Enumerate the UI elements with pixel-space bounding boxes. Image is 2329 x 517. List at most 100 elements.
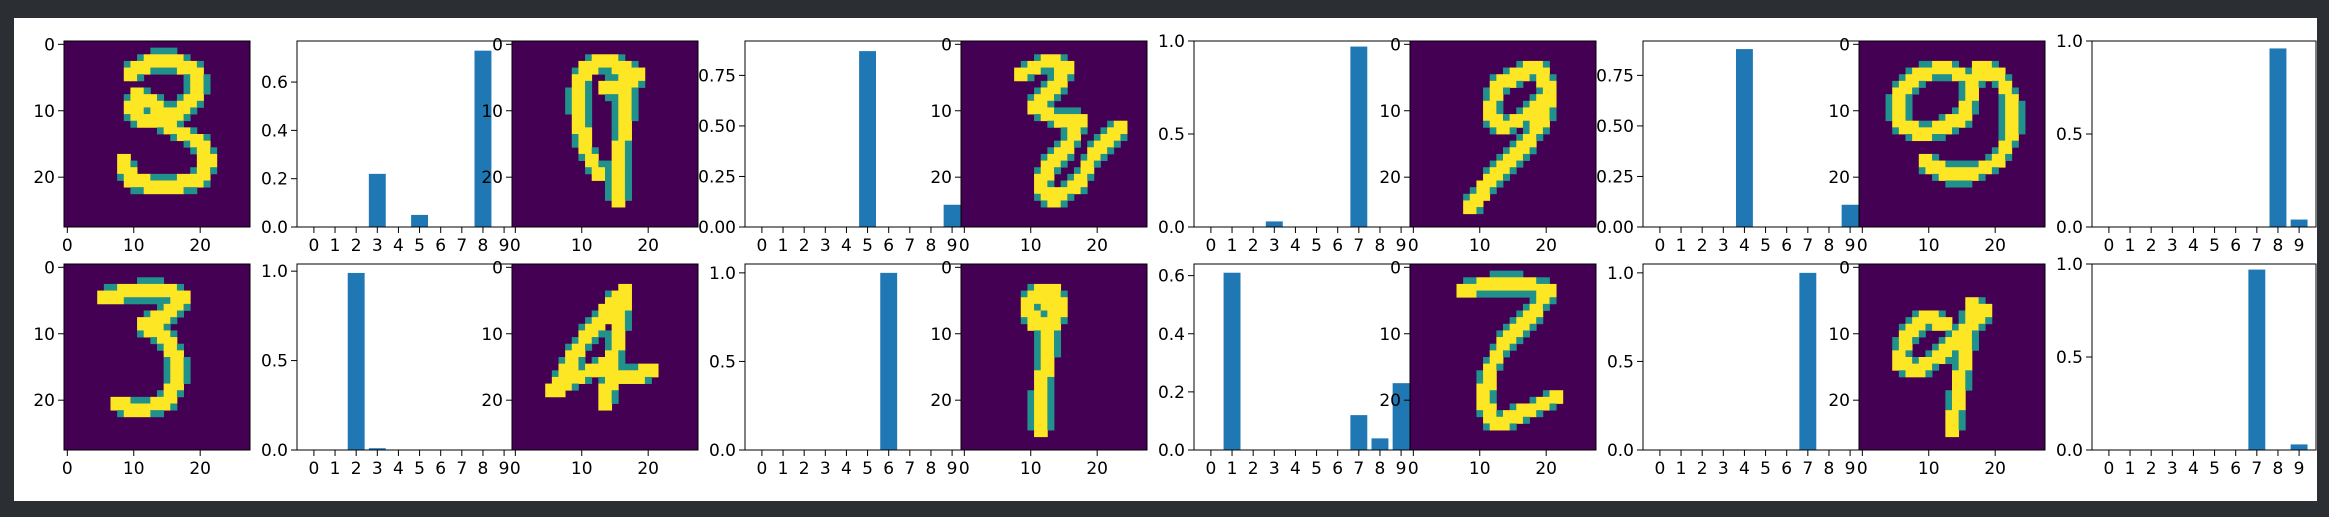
image-pixel <box>1945 357 1953 365</box>
image-pixel <box>1040 80 1048 88</box>
image-pixel <box>123 290 131 298</box>
image-pixel <box>157 114 165 122</box>
image-pixel <box>611 363 619 371</box>
image-pixel <box>2005 100 2013 108</box>
image-pixel <box>1898 114 1906 122</box>
image-pixel <box>1483 277 1491 285</box>
image-pixel <box>1060 74 1068 82</box>
image-pixel <box>103 297 111 305</box>
image-pixel <box>1047 167 1055 175</box>
image-pixel <box>585 343 593 351</box>
image-pixel <box>157 127 165 135</box>
image-pixel <box>1047 147 1055 155</box>
x-tick-label: 0 <box>959 459 970 479</box>
image-pixel <box>1516 140 1524 148</box>
x-tick-label: 0 <box>1408 236 1419 256</box>
image-pixel <box>183 94 191 102</box>
image-pixel <box>1958 167 1966 175</box>
image-pixel <box>1060 127 1068 135</box>
image-pixel <box>1027 100 1035 108</box>
image-pixel <box>190 107 198 115</box>
image-pixel <box>1529 140 1537 148</box>
image-pixel <box>183 290 191 298</box>
image-pixel <box>1952 60 1960 68</box>
image-pixel <box>1542 120 1550 128</box>
image-pixel <box>1489 376 1497 384</box>
image-pixel <box>163 350 171 358</box>
image-pixel <box>1483 357 1491 365</box>
image-pixel <box>578 350 586 358</box>
image-pixel <box>1509 160 1517 168</box>
image-pixel <box>190 74 198 82</box>
image-pixel <box>1952 127 1960 135</box>
y-tick-label: 0 <box>44 35 55 55</box>
image-pixel <box>1971 80 1979 88</box>
probability-bar-chart: 0 1 2 3 4 5 6 7 8 90.00.51.0 <box>2056 255 2317 479</box>
image-pixel <box>638 74 646 82</box>
image-pixel <box>1938 160 1946 168</box>
image-pixel <box>163 363 171 371</box>
image-pixel <box>1067 140 1075 148</box>
x-tick-label: 0 <box>1654 236 1665 256</box>
image-pixel <box>1080 180 1088 188</box>
image-pixel <box>1509 423 1517 431</box>
image-pixel <box>1034 60 1042 68</box>
image-pixel <box>1958 376 1966 384</box>
image-pixel <box>1509 67 1517 75</box>
image-pixel <box>1516 403 1524 411</box>
image-pixel <box>1503 67 1511 75</box>
image-pixel <box>624 160 632 168</box>
image-pixel <box>190 94 198 102</box>
image-pixel <box>203 153 211 161</box>
image-pixel <box>150 410 158 418</box>
image-pixel <box>1489 270 1497 278</box>
image-pixel <box>1522 60 1530 68</box>
image-pixel <box>1489 74 1497 82</box>
image-pixel <box>611 350 619 358</box>
image-pixel <box>103 290 111 298</box>
image-pixel <box>1034 297 1042 305</box>
image-pixel <box>1034 390 1042 398</box>
image-pixel <box>598 87 606 95</box>
image-pixel <box>1945 337 1953 345</box>
image-pixel <box>1965 180 1973 188</box>
image-pixel <box>1060 160 1068 168</box>
bar <box>1841 204 1859 227</box>
image-pixel <box>1496 80 1504 88</box>
image-pixel <box>1912 323 1920 331</box>
image-pixel <box>137 94 145 102</box>
image-pixel <box>1503 330 1511 338</box>
image-pixel <box>1542 107 1550 115</box>
image-pixel <box>1549 74 1557 82</box>
image-pixel <box>163 67 171 75</box>
image-pixel <box>1965 310 1973 318</box>
x-tick-label: 7 <box>1802 236 1813 256</box>
image-pixel <box>1938 114 1946 122</box>
image-pixel <box>638 376 646 384</box>
x-tick-label: 0 <box>510 459 521 479</box>
bar <box>1735 49 1753 228</box>
image-pixel <box>624 310 632 318</box>
image-pixel <box>1971 107 1979 115</box>
y-tick-label: 0 <box>492 35 503 55</box>
image-pixel <box>1985 67 1993 75</box>
image-pixel <box>565 343 573 351</box>
image-pixel <box>1040 67 1048 75</box>
image-pixel <box>1054 67 1062 75</box>
image-pixel <box>624 107 632 115</box>
image-pixel <box>578 74 586 82</box>
x-tick-label: 7 <box>456 236 467 256</box>
image-pixel <box>624 153 632 161</box>
image-pixel <box>624 290 632 298</box>
image-pixel <box>1958 323 1966 331</box>
image-pixel <box>1476 403 1484 411</box>
image-pixel <box>1027 74 1035 82</box>
image-pixel <box>196 153 204 161</box>
image-pixel <box>1932 134 1940 142</box>
image-pixel <box>1047 87 1055 95</box>
image-pixel <box>150 187 158 195</box>
image-pixel <box>1958 337 1966 345</box>
image-pixel <box>611 376 619 384</box>
